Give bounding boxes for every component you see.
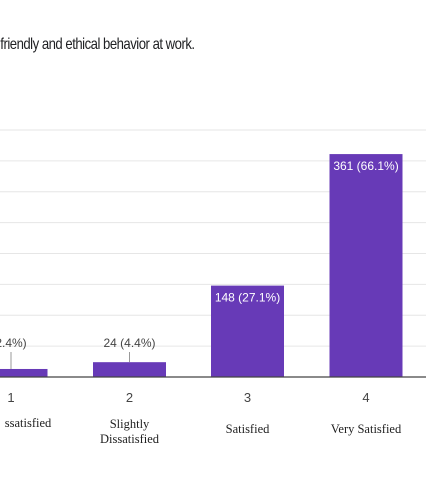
- data-label: 361 (66.1%): [333, 159, 398, 173]
- category-label: Very Satisfied: [331, 422, 402, 436]
- question-text: f friendly and ethical behavior at work.: [0, 36, 195, 53]
- bars: [0, 154, 403, 377]
- x-tick-labels: 1 2 3 4: [7, 390, 369, 405]
- x-tick-label: 1: [7, 390, 14, 405]
- bar[interactable]: [93, 362, 166, 377]
- data-label: 24 (4.4%): [103, 336, 155, 350]
- bar[interactable]: [211, 285, 284, 377]
- x-tick-label: 2: [126, 390, 133, 405]
- category-label: Dissatisfied: [100, 432, 160, 446]
- data-labels: 3 (2.4%) 24 (4.4%) 148 (27.1%) 361 (66.1%): [0, 159, 399, 369]
- data-label: 148 (27.1%): [215, 291, 280, 305]
- category-label: Satisfied: [226, 422, 270, 436]
- x-tick-label: 3: [244, 390, 251, 405]
- x-tick-label: 4: [362, 390, 369, 405]
- data-label: 3 (2.4%): [0, 336, 27, 350]
- bar[interactable]: [329, 154, 403, 377]
- category-label: Slightly: [110, 417, 150, 431]
- category-label: ssatisfied: [5, 416, 52, 430]
- bar[interactable]: [0, 368, 48, 377]
